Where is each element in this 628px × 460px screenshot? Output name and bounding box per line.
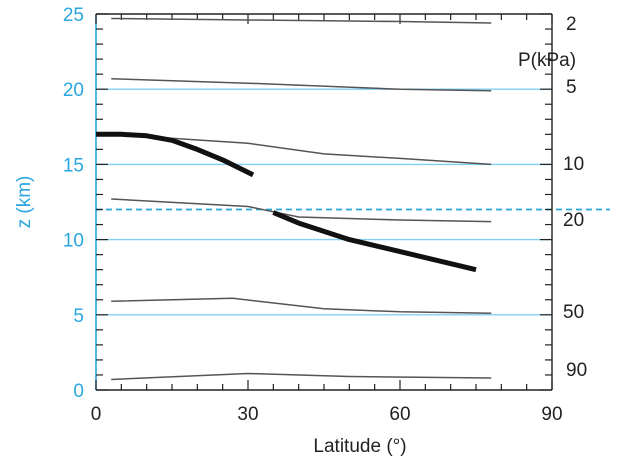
isobar-10kpa xyxy=(111,133,492,166)
pressure-unit-label: P(kPa) xyxy=(518,50,576,71)
y-tick-label-10: 10 xyxy=(63,231,84,252)
isobar-label-90: 90 xyxy=(566,360,587,381)
y-tick-label-15: 15 xyxy=(63,155,84,176)
x-tick-label-30: 30 xyxy=(237,404,258,425)
isobar-label-5: 5 xyxy=(566,77,577,98)
isobar-20kpa xyxy=(111,198,492,223)
isobar-label-2: 2 xyxy=(566,14,577,35)
isobar-5kpa xyxy=(111,77,492,92)
isobar-label-10: 10 xyxy=(563,154,584,175)
x-tick-label-0: 0 xyxy=(91,404,102,425)
y-tick-label-20: 20 xyxy=(63,80,84,101)
x-tick-label-60: 60 xyxy=(389,404,410,425)
y-tick-label-5: 5 xyxy=(73,306,84,327)
isobar-2kpa xyxy=(111,17,492,24)
isobar-50kpa xyxy=(111,297,492,315)
isobar-90kpa xyxy=(111,372,492,381)
x-axis-title: Latitude (°) xyxy=(313,436,406,457)
isobar-label-20: 20 xyxy=(563,210,584,231)
y-tick-label-0: 0 xyxy=(73,381,84,402)
y-tick-label-25: 25 xyxy=(63,5,84,26)
isobar-label-50: 50 xyxy=(563,302,584,323)
tropopause-segment-2 xyxy=(272,210,477,273)
x-tick-label-90: 90 xyxy=(541,404,562,425)
y-axis-title: z (km) xyxy=(14,176,35,229)
tropopause-segment-1 xyxy=(96,131,255,178)
